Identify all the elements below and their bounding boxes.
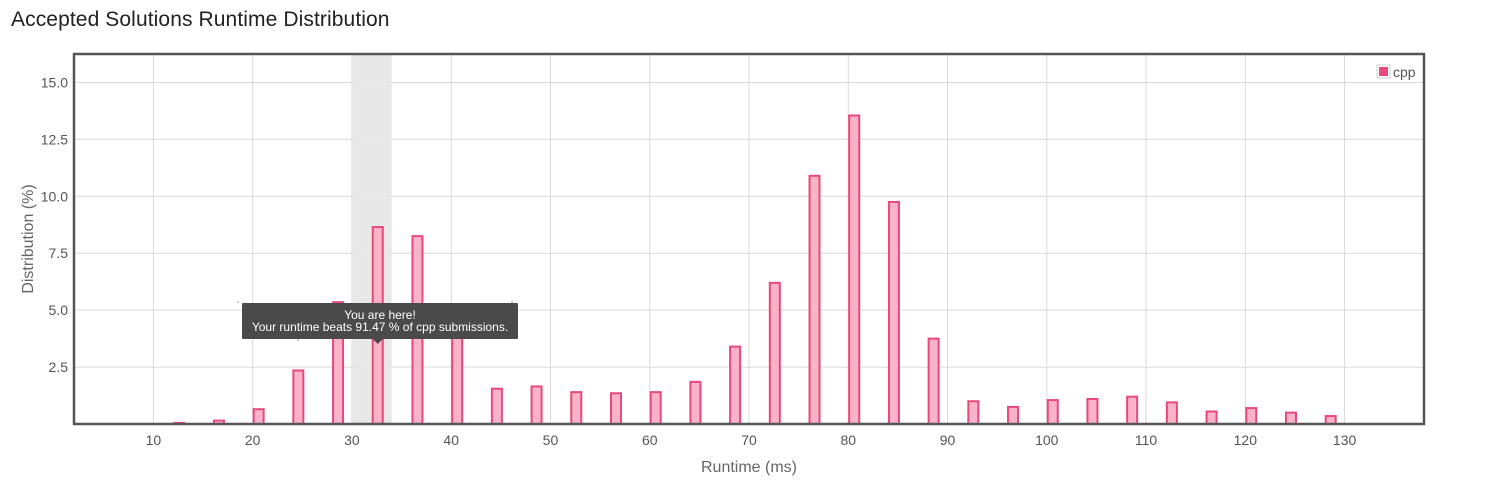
bar (887, 201, 900, 425)
y-tick-label: 7.5 (49, 245, 69, 261)
bar-layer (173, 114, 1337, 426)
grid-layer (74, 54, 1424, 424)
bar (1284, 411, 1297, 426)
plot-frame (72, 52, 1426, 426)
x-tick-label: 100 (1035, 432, 1059, 448)
legend[interactable]: cpp (1376, 64, 1416, 80)
tooltip-pointer (372, 339, 383, 344)
bar (649, 391, 662, 425)
bar (570, 391, 583, 425)
bar (530, 385, 543, 425)
x-tick-label: 120 (1234, 432, 1258, 448)
x-tick-label: 10 (146, 432, 162, 448)
x-tick-label: 110 (1135, 432, 1158, 448)
x-tick-label: 60 (642, 432, 658, 448)
bar (490, 387, 503, 426)
bar (1205, 410, 1218, 426)
y-tick-label: 5.0 (49, 302, 69, 318)
x-tick-label: 90 (940, 432, 956, 448)
bar (1007, 405, 1020, 425)
tooltip-box (242, 303, 518, 339)
y-tick-label: 10.0 (41, 188, 68, 204)
bar (1126, 395, 1139, 425)
bar (808, 174, 821, 425)
legend-label: cpp (1393, 64, 1416, 80)
bar (609, 392, 622, 425)
bar (729, 345, 742, 426)
y-tick-label: 2.5 (49, 359, 69, 375)
y-tick-label: 12.5 (41, 131, 68, 147)
x-tick-label: 130 (1333, 432, 1357, 448)
axis-layer: 10 20 30 40 50 60 70 80 90 100 110 120 130 2.5 5.0 7.5 1… (20, 52, 1426, 476)
bar (1245, 407, 1258, 425)
y-axis-label: Distribution (%) (20, 184, 37, 293)
bar (1165, 401, 1178, 426)
x-tick-label: 50 (543, 432, 559, 448)
x-tick-label: 40 (443, 432, 459, 448)
x-tick-label: 70 (741, 432, 757, 448)
page-title: Accepted Solutions Runtime Distribution (11, 8, 390, 31)
bar (252, 408, 265, 426)
bar (1046, 399, 1059, 426)
x-tick-label: 30 (344, 432, 360, 448)
bar (927, 337, 940, 425)
x-axis-label: Runtime (ms) (701, 459, 797, 476)
bar (292, 369, 305, 425)
x-tick-label: 20 (245, 432, 261, 448)
bar (1086, 397, 1099, 426)
tooltip-body: Your runtime beats 91.47 % of cpp submis… (252, 320, 508, 334)
x-tick-label: 80 (840, 432, 856, 448)
tooltip: You are here!Your runtime beats 91.47 % … (236, 301, 524, 344)
bar (768, 281, 781, 426)
legend-swatch (1379, 67, 1388, 76)
tooltip-title: You are here! (344, 308, 416, 322)
bar (848, 114, 861, 425)
y-tick-label: 15.0 (41, 74, 68, 90)
bar (967, 400, 980, 426)
bar (689, 380, 702, 425)
